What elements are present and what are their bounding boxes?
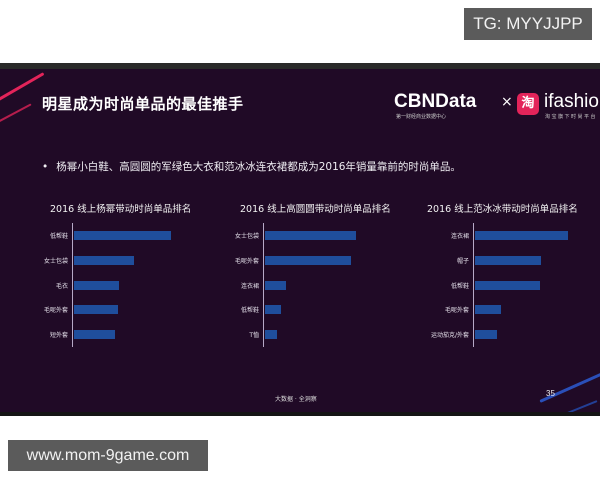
bar [74,330,115,339]
decorative-red-stroke-icon [0,103,32,125]
cbndata-logo: CBNData [394,91,477,112]
chart-title: 2016 线上杨幂带动时尚单品排名 [50,204,192,215]
tg-contact-badge: TG: MYYJJPP [464,8,592,40]
bar [265,330,277,339]
category-label: 女士包袋 [43,258,68,265]
bullet-text: 杨幂小白鞋、高圆圆的军绿色大衣和范冰冰连衣裙都成为2016年销量靠前的时尚单品。 [56,161,461,173]
category-label: 连衣裙 [450,233,469,240]
ifashion-tagline: 淘宝旗下时尚平台 [545,114,598,120]
page-number: 35 [546,389,555,398]
slide-footer: 大数据 · 全洞察 [275,396,317,403]
bar [265,305,281,314]
ifashion-logo: ifashion [544,91,600,112]
slide-top-border [0,63,600,69]
category-label: T恤 [249,332,259,339]
bar [475,256,541,265]
category-label: 毛呢外套 [43,307,68,314]
category-label: 连衣裙 [240,283,259,290]
category-label: 低帮鞋 [240,307,259,314]
decorative-blue-stroke-icon [539,371,600,403]
bar [475,330,497,339]
chart-title: 2016 线上高圆圆带动时尚单品排名 [240,204,391,215]
category-label: 毛衣 [55,283,68,290]
category-label: 运动茄克/外套 [430,332,469,339]
slide-bottom-border [0,412,600,416]
bar [74,256,134,265]
bar [475,281,540,290]
bar [475,305,501,314]
bar [265,281,286,290]
slide-title: 明星成为时尚单品的最佳推手 [42,95,244,113]
times-icon: × [501,94,513,110]
bullet-point: • 杨幂小白鞋、高圆圆的军绿色大衣和范冰冰连衣裙都成为2016年销量靠前的时尚单品… [42,159,461,174]
chart-axis [263,223,264,347]
category-label: 低帮鞋 [450,283,469,290]
category-label: 帽子 [456,258,469,265]
category-label: 低帮鞋 [49,233,68,240]
bar [74,231,171,240]
bar [74,281,119,290]
bar [265,256,351,265]
category-label: 短外套 [49,332,68,339]
chart-title: 2016 线上范冰冰带动时尚单品排名 [427,204,578,215]
bar [265,231,356,240]
category-label: 毛呢外套 [444,307,469,314]
bar [74,305,118,314]
category-label: 女士包袋 [234,233,259,240]
category-label: 毛呢外套 [234,258,259,265]
presentation-slide: 明星成为时尚单品的最佳推手 CBNData 第一财经商业数据中心 × 淘 ifa… [0,63,600,416]
bar [475,231,568,240]
bullet-dot-icon: • [42,161,49,173]
website-watermark: www.mom-9game.com [8,440,208,471]
decorative-red-stroke-icon [0,72,45,106]
taobao-logo-icon: 淘 [517,93,539,115]
chart-axis [473,223,474,347]
cbndata-tagline: 第一财经商业数据中心 [396,114,447,120]
chart-axis [72,223,73,347]
